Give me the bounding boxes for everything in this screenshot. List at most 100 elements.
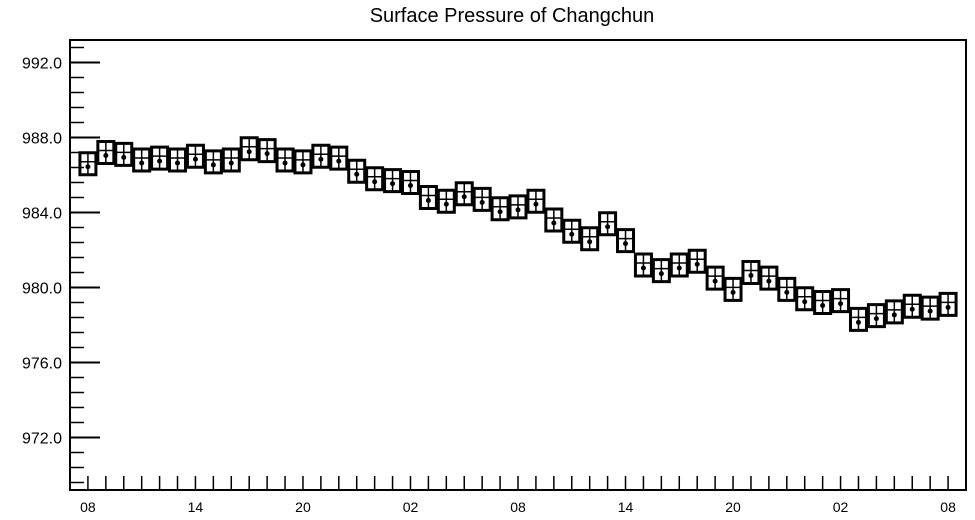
- marker-dot: [909, 306, 915, 312]
- data-point: [902, 293, 922, 319]
- marker-dot: [390, 181, 396, 187]
- data-point: [687, 248, 707, 274]
- marker-dot: [425, 198, 431, 203]
- data-point: [884, 299, 904, 325]
- data-point: [669, 252, 689, 278]
- data-point: [257, 138, 277, 164]
- data-point: [616, 228, 636, 254]
- data-point: [795, 286, 815, 312]
- marker-dot: [533, 201, 539, 207]
- data-point: [723, 276, 743, 302]
- data-point: [365, 166, 385, 192]
- marker-dot: [318, 156, 324, 162]
- x-tick-label: 02: [833, 499, 849, 515]
- data-point: [490, 196, 510, 222]
- marker-dot: [515, 207, 521, 213]
- data-point: [203, 149, 223, 175]
- data-point: [150, 145, 170, 171]
- marker-dot: [192, 156, 198, 162]
- marker-dot: [658, 271, 664, 277]
- y-axis: 992.0 988.0 984.0 980.0 976.0 972.0: [22, 46, 100, 484]
- y-tick-label: 972.0: [22, 431, 62, 448]
- data-point: [329, 145, 349, 171]
- data-point: [831, 288, 851, 314]
- marker-dot: [210, 162, 216, 168]
- data-point: [598, 211, 618, 237]
- data-point: [813, 290, 833, 315]
- data-point: [580, 226, 600, 252]
- marker-dot: [175, 160, 181, 166]
- data-point: [741, 260, 761, 285]
- marker-dot: [838, 301, 844, 307]
- data-point: [759, 265, 779, 291]
- marker-dot: [730, 289, 736, 295]
- marker-dot: [479, 199, 485, 205]
- marker-dot: [766, 278, 772, 284]
- y-tick-label: 988.0: [22, 131, 62, 148]
- marker-dot: [461, 194, 467, 200]
- data-point: [633, 252, 653, 278]
- data-point: [454, 181, 474, 207]
- data-point: [114, 141, 134, 167]
- marker-dot: [712, 278, 718, 284]
- marker-dot: [784, 289, 790, 295]
- marker-dot: [103, 153, 109, 158]
- marker-dot: [551, 220, 557, 226]
- marker-dot: [139, 160, 145, 166]
- marker-dot: [873, 316, 879, 322]
- data-point: [920, 295, 940, 321]
- data-point: [705, 265, 725, 291]
- marker-dot: [157, 158, 163, 164]
- marker-dot: [945, 304, 951, 310]
- data-point: [293, 149, 313, 175]
- marker-dot: [569, 231, 575, 237]
- data-point: [508, 194, 528, 220]
- data-point: [132, 147, 152, 173]
- marker-dot: [891, 312, 897, 318]
- marker-dot: [85, 164, 91, 170]
- data-point: [96, 140, 116, 165]
- data-point: [938, 291, 958, 317]
- marker-dot: [802, 299, 808, 305]
- marker-dot: [927, 308, 933, 314]
- x-tick-label: 14: [188, 499, 204, 515]
- x-axis: 08 14 20 02 08 14 20 02 08: [69, 476, 967, 515]
- marker-dot: [246, 149, 252, 155]
- marker-dot: [443, 201, 449, 207]
- x-tick-label: 20: [725, 499, 741, 515]
- marker-dot: [282, 160, 288, 166]
- marker-dot: [336, 158, 342, 164]
- marker-dot: [623, 241, 629, 247]
- data-point: [78, 151, 98, 177]
- data-point: [526, 188, 546, 214]
- marker-dot: [855, 319, 861, 325]
- chart-title: Surface Pressure of Changchun: [370, 5, 655, 27]
- data-point: [562, 218, 582, 244]
- marker-dot: [228, 160, 234, 166]
- x-tick-label: 02: [403, 499, 419, 515]
- marker-dot: [121, 154, 127, 160]
- data-point: [866, 303, 886, 329]
- marker-dot: [372, 179, 378, 185]
- x-tick-label: 08: [940, 499, 956, 515]
- data-point: [185, 143, 205, 169]
- data-point: [168, 147, 188, 173]
- y-tick-label: 976.0: [22, 356, 62, 373]
- data-point: [544, 207, 564, 233]
- x-tick-label: 08: [80, 499, 96, 515]
- data-point: [848, 306, 868, 332]
- data-point: [418, 185, 438, 210]
- x-tick-label: 14: [618, 499, 634, 515]
- data-point: [347, 158, 367, 184]
- x-tick-label: 08: [510, 499, 526, 515]
- data-point: [777, 276, 797, 302]
- data-point: [472, 186, 492, 212]
- marker-dot: [748, 273, 754, 278]
- marker-dot: [497, 209, 503, 215]
- data-point: [436, 188, 456, 214]
- y-tick-label: 980.0: [22, 281, 62, 298]
- marker-dot: [354, 171, 360, 177]
- marker-dot: [676, 265, 682, 271]
- data-point: [221, 147, 241, 173]
